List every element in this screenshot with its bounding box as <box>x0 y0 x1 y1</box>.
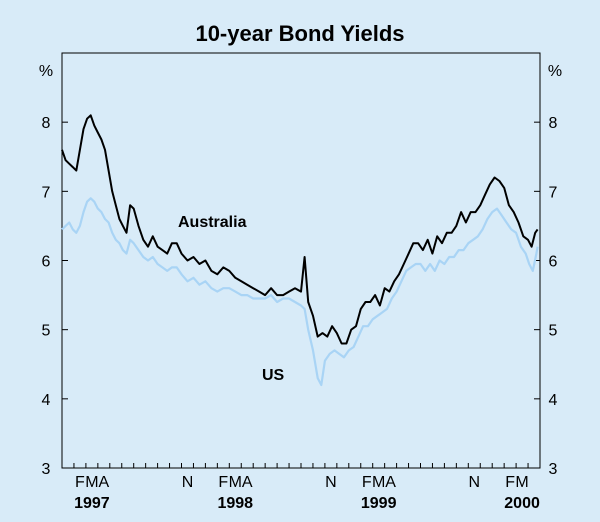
x-month-label: A <box>242 474 253 491</box>
y-tick-right-label: 5 <box>549 323 558 340</box>
y-tick-left-label: 8 <box>42 115 51 132</box>
x-month-label: F <box>75 474 85 491</box>
series-line-australia <box>62 115 538 343</box>
x-month-label: F <box>362 474 372 491</box>
x-year-label: 1998 <box>217 495 253 512</box>
x-month-label: M <box>515 474 528 491</box>
x-month-label: A <box>385 474 396 491</box>
chart-title: 10-year Bond Yields <box>195 21 404 46</box>
x-month-label: M <box>229 474 242 491</box>
x-year-label: 1997 <box>74 495 110 512</box>
y-unit-right: % <box>548 63 562 80</box>
plot-frame <box>62 53 540 468</box>
y-axis-left: 3 4 5 6 7 8 <box>42 115 68 478</box>
y-tick-right-label: 4 <box>549 392 558 409</box>
x-month-label: F <box>218 474 228 491</box>
y-unit-left: % <box>39 63 53 80</box>
x-year-label: 1999 <box>361 495 397 512</box>
x-year-label: 2000 <box>504 495 540 512</box>
series-layer <box>62 115 538 385</box>
x-month-label: N <box>468 474 480 491</box>
series-label-us: US <box>262 367 285 384</box>
x-month-label: N <box>182 474 194 491</box>
series-labels: Australia US <box>178 214 285 384</box>
x-month-label: N <box>325 474 337 491</box>
y-axis-right: 3 4 5 6 7 8 <box>534 115 558 478</box>
y-tick-left-label: 4 <box>42 392 51 409</box>
y-tick-right-label: 6 <box>549 254 558 271</box>
x-month-label: M <box>85 474 98 491</box>
x-month-label: M <box>372 474 385 491</box>
y-tick-right-label: 7 <box>549 184 558 201</box>
y-tick-right-label: 3 <box>549 461 558 478</box>
y-tick-left-label: 3 <box>42 461 51 478</box>
y-tick-right-label: 8 <box>549 115 558 132</box>
y-tick-left-label: 6 <box>42 254 51 271</box>
series-label-australia: Australia <box>178 214 247 231</box>
y-tick-left-label: 5 <box>42 323 51 340</box>
x-month-label: A <box>98 474 109 491</box>
y-tick-left-label: 7 <box>42 184 51 201</box>
x-month-label: F <box>505 474 515 491</box>
